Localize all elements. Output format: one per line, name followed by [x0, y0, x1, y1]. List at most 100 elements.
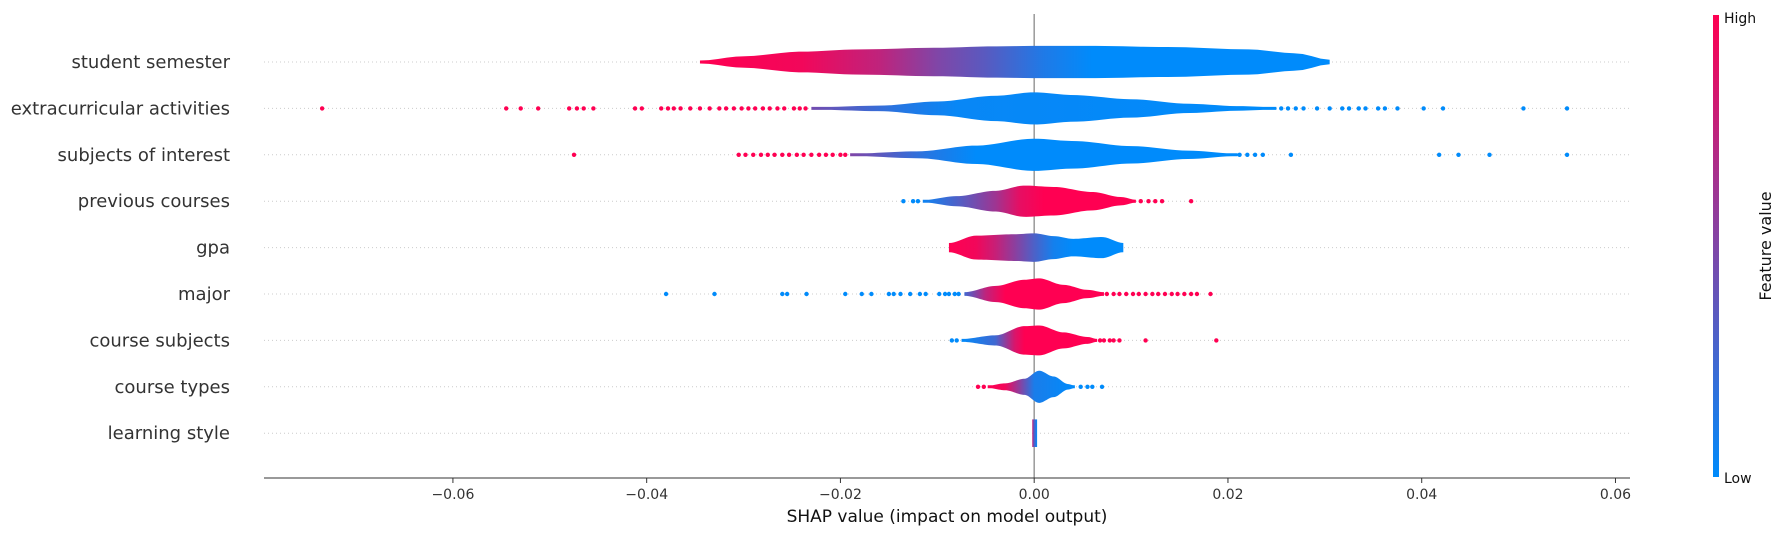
outlier-dot-extracurricular-activities [1340, 106, 1345, 111]
outlier-dot-major [780, 291, 785, 297]
outlier-dots [319, 106, 1570, 389]
outlier-dot-major [946, 291, 952, 297]
outlier-dot-major [886, 291, 892, 297]
outlier-dot-extracurricular-activities [581, 106, 586, 111]
outlier-dot-major [843, 291, 848, 297]
outlier-dot-extracurricular-activities [1440, 106, 1446, 111]
outlier-dot-extracurricular-activities [746, 106, 751, 111]
outlier-dot-major [917, 291, 923, 297]
outlier-dot-course-subjects [1143, 338, 1148, 343]
outlier-dot-extracurricular-activities [1421, 106, 1426, 111]
outlier-dot-subjects-of-interest [1237, 152, 1242, 157]
outlier-dot-major [1111, 291, 1116, 297]
outlier-dot-major [663, 291, 669, 297]
outlier-dot-course-subjects [1111, 338, 1116, 343]
violin-extracurricular-activities [811, 92, 1277, 125]
outlier-dot-course-subjects [1101, 338, 1107, 343]
feature-label-learning-style: learning style [108, 423, 230, 444]
outlier-dot-subjects-of-interest [1564, 152, 1570, 157]
outlier-dot-course-subjects [1097, 338, 1103, 343]
x-tick-label: 0.06 [1600, 487, 1631, 503]
outlier-dot-major [784, 291, 790, 297]
feature-label-subjects-of-interest: subjects of interest [58, 145, 230, 166]
outlier-dot-major [1162, 291, 1168, 297]
outlier-dot-extracurricular-activities [1346, 106, 1352, 111]
outlier-dot-extracurricular-activities [767, 106, 772, 111]
violins [699, 45, 1330, 447]
outlier-dot-extracurricular-activities [1356, 106, 1361, 111]
outlier-dot-extracurricular-activities [566, 106, 572, 111]
outlier-dot-extracurricular-activities [752, 106, 758, 111]
outlier-dot-extracurricular-activities [319, 106, 325, 111]
outlier-dot-extracurricular-activities [1285, 106, 1291, 111]
outlier-dot-subjects-of-interest [1456, 152, 1461, 157]
x-axis-ticks: −0.06 −0.04 −0.02 0.00 0.02 0.04 0.06 [431, 478, 1631, 503]
violin-course-types [987, 370, 1075, 403]
outlier-dot-extracurricular-activities [1521, 106, 1526, 111]
outlier-dot-subjects-of-interest [816, 152, 822, 157]
feature-label-gpa: gpa [196, 238, 230, 259]
outlier-dot-extracurricular-activities [782, 106, 787, 111]
outlier-dot-subjects-of-interest [743, 152, 748, 157]
outlier-dot-course-types [1085, 384, 1090, 389]
outlier-dot-major [1208, 291, 1213, 297]
outlier-dot-major [1156, 291, 1161, 297]
outlier-dot-extracurricular-activities [574, 106, 580, 111]
violin-learning-style [1032, 419, 1038, 447]
outlier-dot-extracurricular-activities [665, 106, 671, 111]
outlier-dot-major [1194, 291, 1200, 297]
x-axis-label: SHAP value (impact on model output) [787, 507, 1108, 527]
outlier-dot-previous-courses [1138, 199, 1143, 204]
outlier-dot-major [1188, 291, 1194, 297]
outlier-dot-extracurricular-activities [678, 106, 683, 111]
outlier-dot-major [712, 291, 717, 297]
feature-label-course-types: course types [115, 377, 230, 398]
x-tick-label: 0.02 [1212, 487, 1243, 503]
outlier-dot-subjects-of-interest [765, 152, 770, 157]
feature-label-student-semester: student semester [71, 52, 230, 73]
colorbar: High Low Feature value [1713, 11, 1775, 487]
outlier-dot-extracurricular-activities [1293, 106, 1298, 111]
outlier-dot-previous-courses [1153, 199, 1158, 204]
feature-label-previous-courses: previous courses [78, 191, 230, 212]
outlier-dot-previous-courses [1159, 199, 1165, 204]
outlier-dot-extracurricular-activities [688, 106, 693, 111]
outlier-dot-subjects-of-interest [751, 152, 756, 157]
outlier-dot-extracurricular-activities [797, 106, 802, 111]
outlier-dot-subjects-of-interest [772, 152, 777, 157]
outlier-dot-extracurricular-activities [791, 106, 797, 111]
outlier-dot-previous-courses [910, 199, 916, 204]
outlier-dot-subjects-of-interest [1487, 152, 1492, 157]
outlier-dot-extracurricular-activities [1375, 106, 1381, 111]
outlier-dot-extracurricular-activities [731, 106, 737, 111]
outlier-dot-extracurricular-activities [803, 106, 808, 111]
outlier-dot-extracurricular-activities [697, 106, 703, 111]
outlier-dot-major [1143, 291, 1148, 297]
outlier-dot-subjects-of-interest [823, 152, 829, 157]
outlier-dot-extracurricular-activities [1314, 106, 1320, 111]
outlier-dot-major [1175, 291, 1180, 297]
outlier-dot-course-subjects [1214, 338, 1219, 343]
outlier-dot-major [891, 291, 896, 297]
outlier-dot-major [1136, 291, 1142, 297]
outlier-dot-subjects-of-interest [801, 152, 806, 157]
outlier-dot-course-subjects [1117, 338, 1122, 343]
outlier-dot-extracurricular-activities [504, 106, 509, 111]
outlier-dot-extracurricular-activities [671, 106, 676, 111]
outlier-dot-subjects-of-interest [1288, 152, 1294, 157]
outlier-dot-subjects-of-interest [758, 152, 764, 157]
outlier-dot-extracurricular-activities [535, 106, 541, 111]
outlier-dot-course-types [975, 384, 981, 389]
outlier-dot-course-types [1090, 384, 1095, 389]
outlier-dot-extracurricular-activities [723, 106, 729, 111]
outlier-dot-extracurricular-activities [591, 106, 596, 111]
outlier-dot-course-subjects [954, 338, 959, 343]
x-tick-label: −0.06 [431, 487, 474, 503]
outlier-dot-subjects-of-interest [838, 152, 843, 157]
outlier-dot-extracurricular-activities [707, 106, 712, 111]
outlier-dot-extracurricular-activities [639, 106, 645, 111]
outlier-dot-major [869, 291, 874, 297]
violin-gpa [948, 233, 1124, 262]
outlier-dot-extracurricular-activities [775, 106, 780, 111]
